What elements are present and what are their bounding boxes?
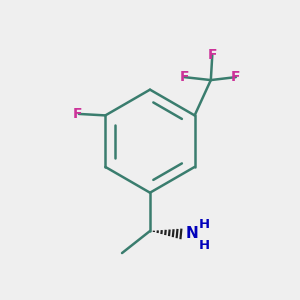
Text: F: F [73, 107, 82, 121]
Text: F: F [231, 70, 241, 84]
Text: H: H [199, 238, 210, 252]
Text: F: F [208, 48, 217, 62]
Text: F: F [180, 70, 189, 84]
Text: N: N [186, 226, 199, 242]
Text: H: H [199, 218, 210, 231]
